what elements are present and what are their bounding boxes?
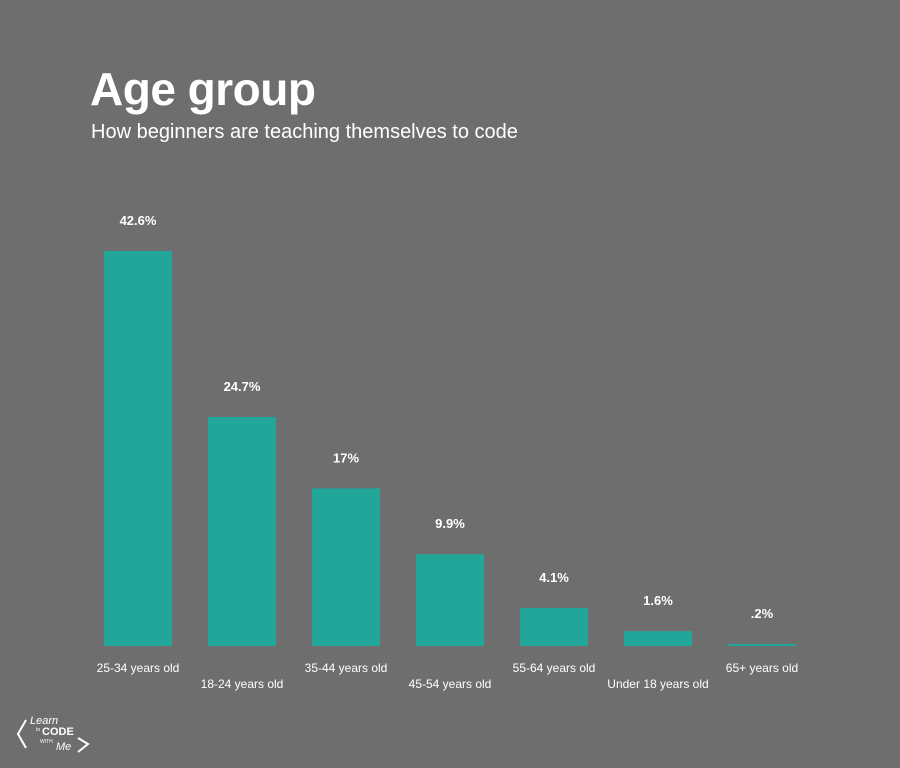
category-label: 25-34 years old: [97, 661, 180, 675]
svg-text:CODE: CODE: [42, 726, 74, 738]
bar-value-label: .2%: [751, 606, 774, 621]
svg-text:Me: Me: [56, 741, 71, 753]
category-label: 65+ years old: [726, 661, 798, 675]
bar: [624, 631, 692, 646]
bar-value-label: 24.7%: [224, 379, 261, 394]
bar-value-label: 42.6%: [120, 213, 157, 228]
bar: [416, 554, 484, 646]
svg-text:Learn: Learn: [30, 715, 58, 727]
category-label: 55-64 years old: [513, 661, 596, 675]
bar: [312, 488, 380, 646]
category-label: Under 18 years old: [607, 677, 708, 691]
bar-value-label: 9.9%: [435, 516, 465, 531]
bar-value-label: 17%: [333, 450, 359, 465]
bar: [728, 644, 796, 646]
learn-to-code-with-me-logo: Learn to CODE WITH Me: [16, 712, 96, 761]
svg-text:to: to: [36, 727, 40, 733]
bar: [208, 416, 276, 646]
svg-text:WITH: WITH: [40, 739, 53, 745]
category-label: 35-44 years old: [305, 661, 388, 675]
logo-mark: Learn to CODE WITH Me: [16, 715, 90, 753]
chart-subtitle: How beginners are teaching themselves to…: [91, 121, 518, 143]
bar: [520, 607, 588, 646]
bar-chart: 42.6% 25-34 years old 24.7% 18-24 years old…: [97, 213, 799, 691]
category-label: 18-24 years old: [201, 677, 284, 691]
chart-title: Age group: [90, 63, 316, 115]
bar-value-label: 4.1%: [539, 570, 569, 585]
bar: [104, 251, 172, 646]
category-label: 45-54 years old: [409, 677, 492, 691]
bar-value-label: 1.6%: [643, 593, 673, 608]
